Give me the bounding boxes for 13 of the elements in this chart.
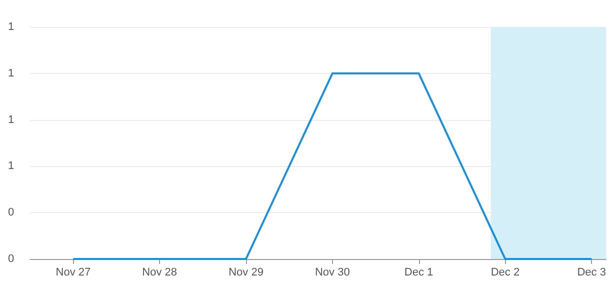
x-tick-label: Nov 30: [314, 266, 350, 278]
x-tick-label: Nov 28: [142, 266, 178, 278]
y-tick-label: 1: [8, 21, 14, 33]
y-tick-label: 1: [8, 67, 14, 80]
y-tick-label: 1: [8, 160, 14, 172]
y-tick-label: 0: [8, 253, 14, 265]
x-tick-label: Dec 3: [577, 266, 606, 278]
y-tick-label: 1: [8, 114, 14, 126]
x-tick-label: Nov 29: [228, 266, 264, 278]
x-tick-label: Dec 2: [490, 266, 520, 278]
y-tick-label: 0: [8, 206, 14, 219]
x-tick-label: Nov 27: [56, 266, 91, 278]
x-tick-label: Dec 1: [404, 266, 434, 278]
